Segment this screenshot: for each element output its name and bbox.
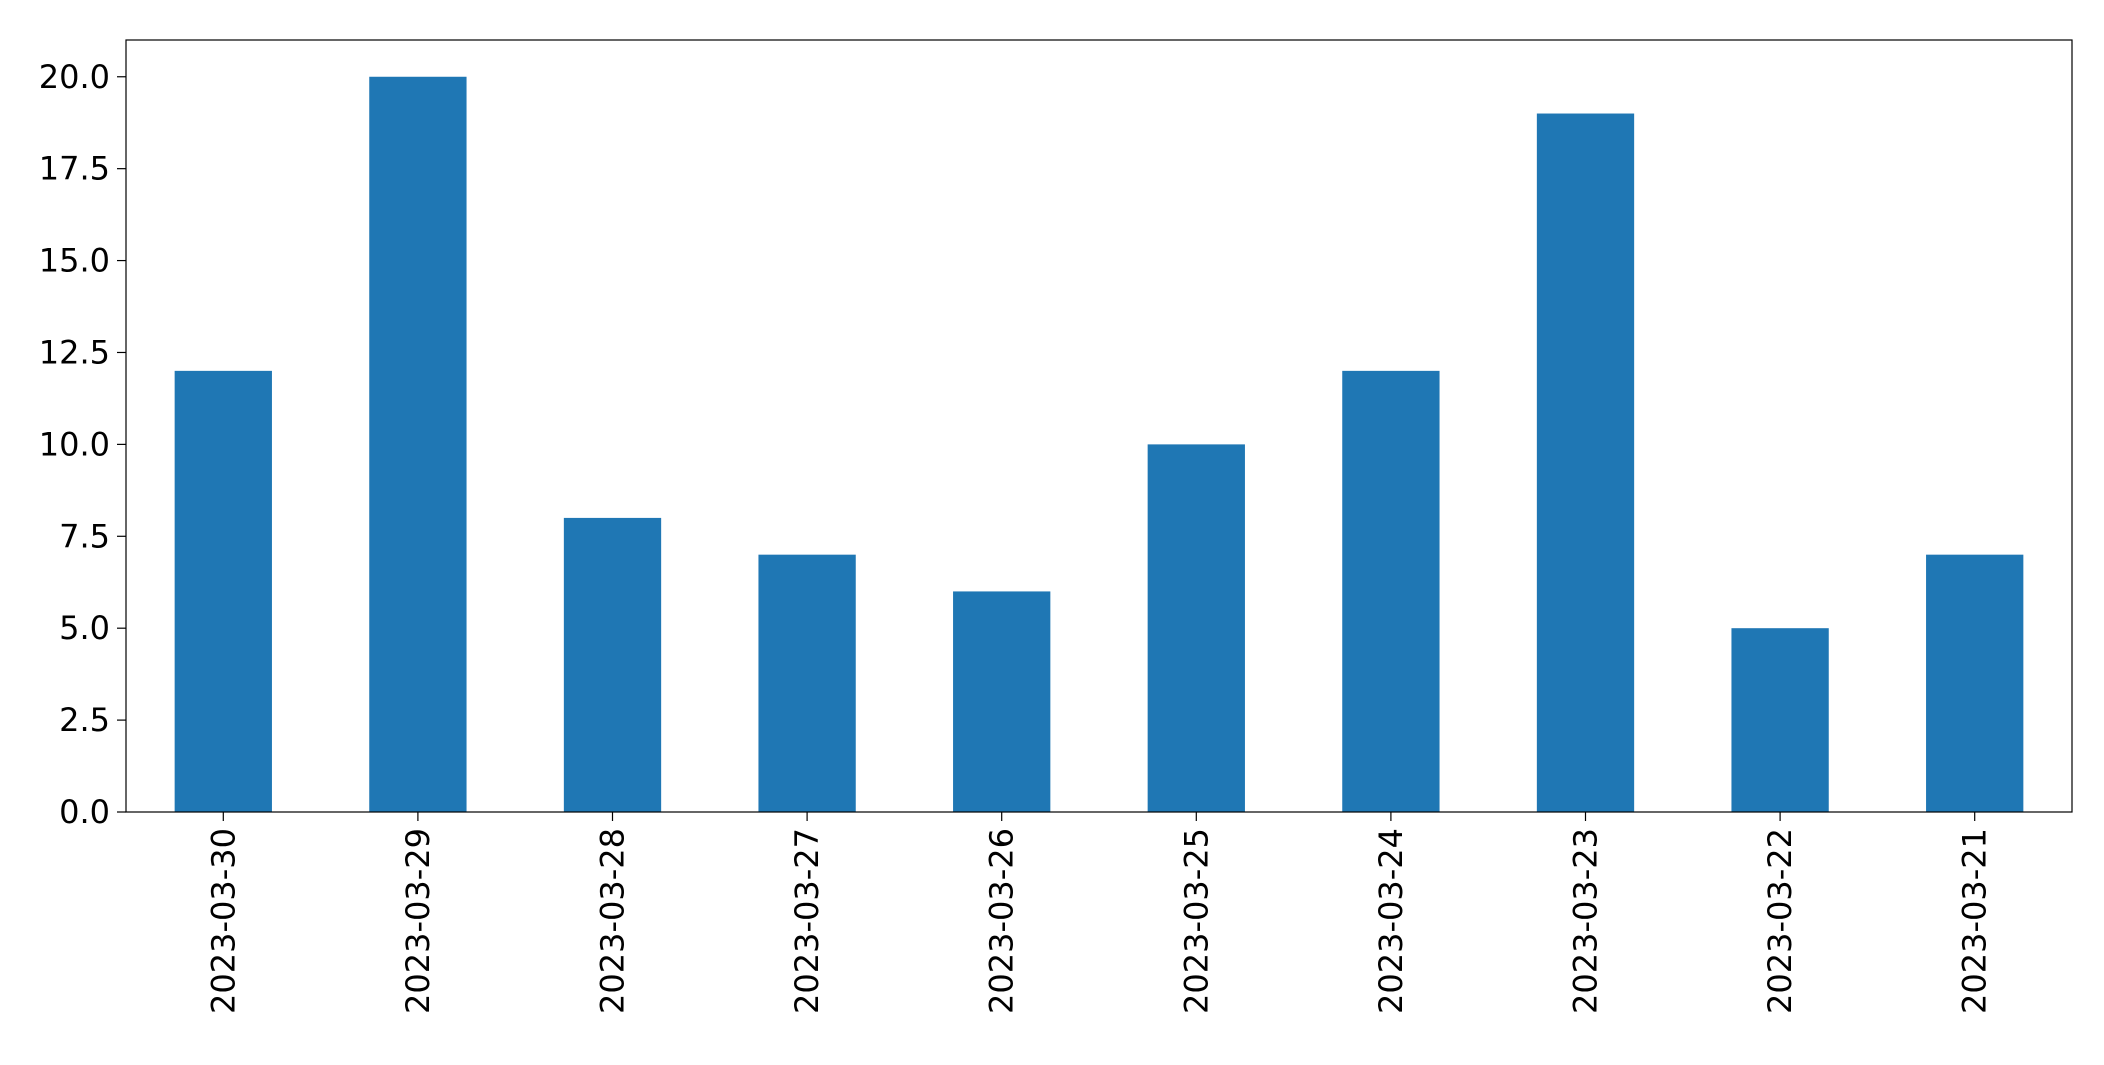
x-tick-label: 2023-03-25	[1177, 828, 1215, 1014]
bar	[563, 517, 662, 812]
x-tick-label: 2023-03-27	[788, 828, 826, 1014]
y-tick-label: 2.5	[59, 701, 110, 739]
x-tick-label: 2023-03-21	[1956, 828, 1994, 1014]
y-tick-label: 12.5	[39, 333, 110, 371]
y-tick-label: 10.0	[39, 425, 110, 463]
y-axis: 0.0 2.5 5.0 7.5 10.0 12.5 15.0 17.5 20.0	[39, 58, 126, 831]
x-tick-label: 2023-03-28	[594, 828, 632, 1014]
bar	[1731, 628, 1829, 812]
x-tick-label: 2023-03-30	[204, 828, 242, 1014]
x-tick-label: 2023-03-23	[1567, 828, 1605, 1014]
x-tick-label: 2023-03-24	[1372, 828, 1410, 1014]
bar	[1536, 113, 1635, 813]
bar	[953, 591, 1051, 812]
y-tick-label: 0.0	[59, 793, 110, 831]
x-tick-label: 2023-03-29	[399, 828, 437, 1014]
bar	[1147, 444, 1245, 812]
x-tick-label: 2023-03-22	[1761, 828, 1799, 1014]
y-tick-label: 15.0	[39, 242, 110, 280]
x-tick-label: 2023-03-26	[983, 828, 1021, 1014]
x-axis: 2023-03-30 2023-03-29 2023-03-28 2023-03-27…	[204, 812, 1994, 1014]
plot-frame	[125, 39, 2073, 813]
bar-series	[174, 76, 2024, 813]
y-tick-label: 17.5	[39, 150, 110, 188]
y-tick-label: 20.0	[39, 58, 110, 96]
bar	[758, 554, 856, 812]
y-tick-label: 7.5	[59, 517, 110, 555]
y-tick-label: 5.0	[59, 609, 110, 647]
bar	[174, 370, 272, 812]
bar	[369, 76, 467, 812]
bar	[1926, 554, 2024, 812]
bar	[1342, 370, 1440, 812]
